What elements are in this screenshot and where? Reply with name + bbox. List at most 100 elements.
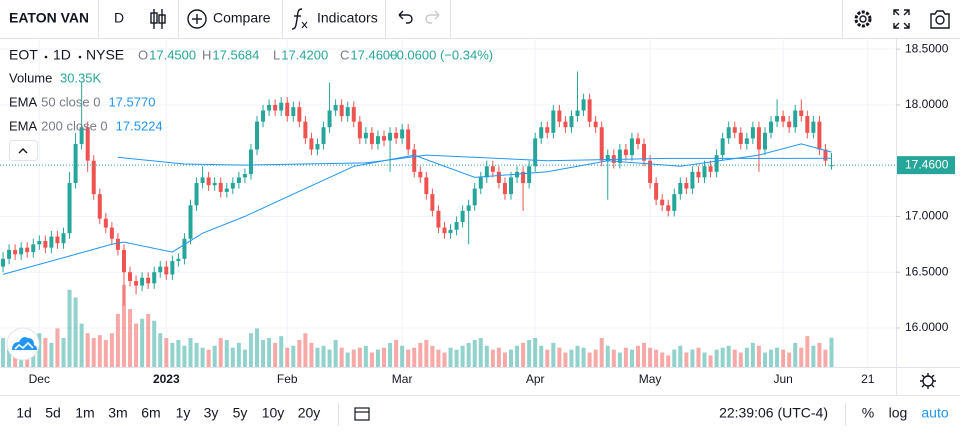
volume-label: Volume bbox=[9, 70, 52, 85]
candle-body bbox=[424, 177, 429, 195]
indicators-button[interactable]: Indicators bbox=[317, 10, 378, 26]
volume-bar bbox=[103, 339, 108, 367]
candle-body bbox=[460, 210, 465, 223]
redo-button[interactable] bbox=[425, 10, 440, 24]
candle-body bbox=[170, 261, 175, 275]
volume-bar bbox=[817, 342, 822, 367]
candle-body bbox=[769, 121, 774, 133]
candle-body bbox=[642, 143, 647, 161]
candle-body bbox=[261, 110, 266, 122]
volume-bar bbox=[587, 352, 592, 367]
volume-bar bbox=[605, 345, 610, 367]
x-tick-label: Apr bbox=[526, 372, 545, 386]
symbol-button[interactable]: EATON VANC bbox=[9, 10, 99, 26]
volume-bar bbox=[708, 355, 713, 367]
date-range-button[interactable] bbox=[354, 407, 370, 421]
candle-body bbox=[242, 174, 247, 178]
volume-bar bbox=[436, 349, 441, 367]
candle-body bbox=[823, 149, 828, 161]
range-button[interactable]: 1d bbox=[16, 405, 32, 421]
range-button[interactable]: 10y bbox=[262, 405, 285, 421]
volume-bar bbox=[194, 342, 199, 367]
volume-bar bbox=[206, 349, 211, 367]
candle-body bbox=[121, 249, 126, 273]
candle-body bbox=[581, 99, 586, 111]
settings-button[interactable] bbox=[854, 10, 872, 28]
volume-bar bbox=[811, 345, 816, 367]
volume-bar bbox=[49, 342, 54, 367]
volume-bar bbox=[224, 339, 229, 367]
range-button[interactable]: 20y bbox=[298, 405, 321, 421]
volume-bar bbox=[527, 339, 532, 367]
candle-body bbox=[321, 127, 326, 144]
volume-bar bbox=[720, 347, 725, 367]
volume-bar bbox=[442, 352, 447, 367]
indicator-value: 17.5770 bbox=[108, 94, 155, 109]
volume-bar bbox=[684, 352, 689, 367]
volume-bar bbox=[412, 347, 417, 367]
volume-bar bbox=[799, 347, 804, 367]
range-button[interactable]: 6m bbox=[141, 405, 160, 421]
candle-body bbox=[369, 132, 374, 144]
indicators-icon[interactable] bbox=[291, 8, 308, 30]
collapse-button[interactable] bbox=[9, 140, 38, 161]
volume-bar bbox=[7, 349, 12, 367]
candle-body bbox=[25, 247, 30, 253]
candle-body bbox=[599, 127, 604, 161]
candle-body bbox=[412, 149, 417, 172]
candle-body bbox=[660, 199, 665, 206]
volume-bar bbox=[121, 285, 126, 367]
fullscreen-button[interactable] bbox=[893, 9, 910, 29]
volume-bar bbox=[750, 342, 755, 367]
volume-bar bbox=[164, 338, 169, 367]
chart-style-button[interactable] bbox=[150, 9, 166, 29]
screenshot-button[interactable] bbox=[930, 10, 950, 29]
range-button[interactable]: 5d bbox=[45, 405, 61, 421]
volume-bar bbox=[261, 339, 266, 367]
range-button[interactable]: 1y bbox=[176, 405, 191, 421]
x-tick-label: May bbox=[639, 372, 662, 386]
range-button[interactable]: 5y bbox=[233, 405, 248, 421]
volume-bar bbox=[363, 345, 368, 367]
volume-bar bbox=[267, 338, 272, 367]
auto-toggle[interactable]: auto bbox=[921, 405, 948, 421]
volume-bar bbox=[575, 345, 580, 367]
candle-body bbox=[67, 182, 72, 234]
range-button[interactable]: 1m bbox=[75, 405, 94, 421]
interval-button[interactable]: D bbox=[114, 10, 124, 26]
volume-bar bbox=[339, 347, 344, 367]
candle-body bbox=[61, 233, 66, 244]
volume-bar bbox=[176, 339, 181, 367]
axis-settings[interactable] bbox=[920, 373, 936, 389]
range-button[interactable]: 3m bbox=[108, 405, 127, 421]
compare-icon[interactable] bbox=[187, 9, 207, 29]
volume-bar bbox=[97, 335, 102, 367]
volume-bar bbox=[738, 352, 743, 367]
candle-body bbox=[563, 121, 568, 128]
x-tick-label: Jun bbox=[773, 372, 792, 386]
y-tick-label: 16.5000 bbox=[905, 264, 949, 278]
compare-button[interactable]: Compare bbox=[213, 10, 271, 26]
candle-body bbox=[291, 107, 296, 117]
range-button[interactable]: 3y bbox=[204, 405, 219, 421]
candle-body bbox=[436, 210, 441, 228]
volume-bar bbox=[200, 347, 205, 367]
candle-body bbox=[629, 138, 634, 156]
candle-body bbox=[817, 121, 822, 150]
log-toggle[interactable]: log bbox=[889, 405, 908, 421]
volume-bar bbox=[775, 347, 780, 367]
indicator-value: 17.5224 bbox=[116, 118, 163, 133]
candle-body bbox=[218, 182, 223, 192]
candle-body bbox=[297, 107, 302, 122]
candle-body bbox=[551, 110, 556, 133]
candle-body bbox=[19, 247, 24, 255]
candle-body bbox=[648, 160, 653, 183]
volume-bar bbox=[85, 333, 90, 367]
indicator-params: 200 close 0 bbox=[41, 118, 108, 133]
volume-bar bbox=[61, 338, 66, 367]
percent-toggle[interactable]: % bbox=[862, 405, 874, 421]
volume-bar bbox=[146, 313, 151, 367]
undo-button[interactable] bbox=[398, 10, 413, 24]
candle-body bbox=[720, 138, 725, 156]
volume-bar bbox=[672, 349, 677, 367]
